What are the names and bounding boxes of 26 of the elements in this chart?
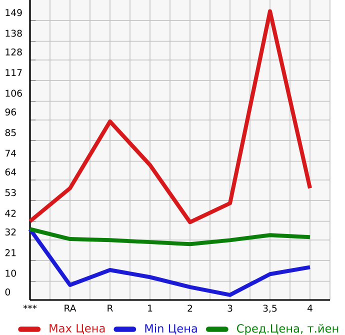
y-tick-label: 128 (6, 48, 22, 56)
y-tick-label: 0 (5, 288, 10, 296)
y-tick-label: 10 (6, 270, 16, 277)
legend-label: Сред.Цена, т.йен (236, 324, 338, 335)
y-tick-label: 138 (6, 30, 22, 37)
x-tick-label: R (108, 304, 113, 312)
y-tick-label: 21 (5, 249, 16, 256)
y-tick-label: 106 (6, 90, 22, 97)
x-tick-label: 4 (307, 304, 312, 312)
y-tick-label: 42 (5, 210, 16, 217)
y-tick-label: 85 (5, 129, 16, 136)
x-tick-label: 3 (228, 304, 232, 312)
y-tick-label: 149 (6, 9, 22, 16)
x-tick-label: 3,5 (263, 304, 277, 313)
legend-label: Max Цена (50, 324, 105, 334)
y-tick-label: 64 (5, 168, 16, 176)
y-tick-label: 96 (5, 108, 16, 116)
x-tick-label: 1 (148, 304, 152, 312)
x-tick-label: 2 (188, 304, 192, 312)
x-tick-label: RA (64, 304, 76, 312)
y-tick-label: 32 (5, 228, 16, 236)
y-tick-label: 117 (6, 69, 22, 76)
y-tick-label: 74 (5, 150, 16, 157)
y-tick-label: 53 (5, 189, 16, 196)
x-tick-label: *** (23, 304, 37, 309)
legend-label: Min Цена (145, 324, 197, 334)
